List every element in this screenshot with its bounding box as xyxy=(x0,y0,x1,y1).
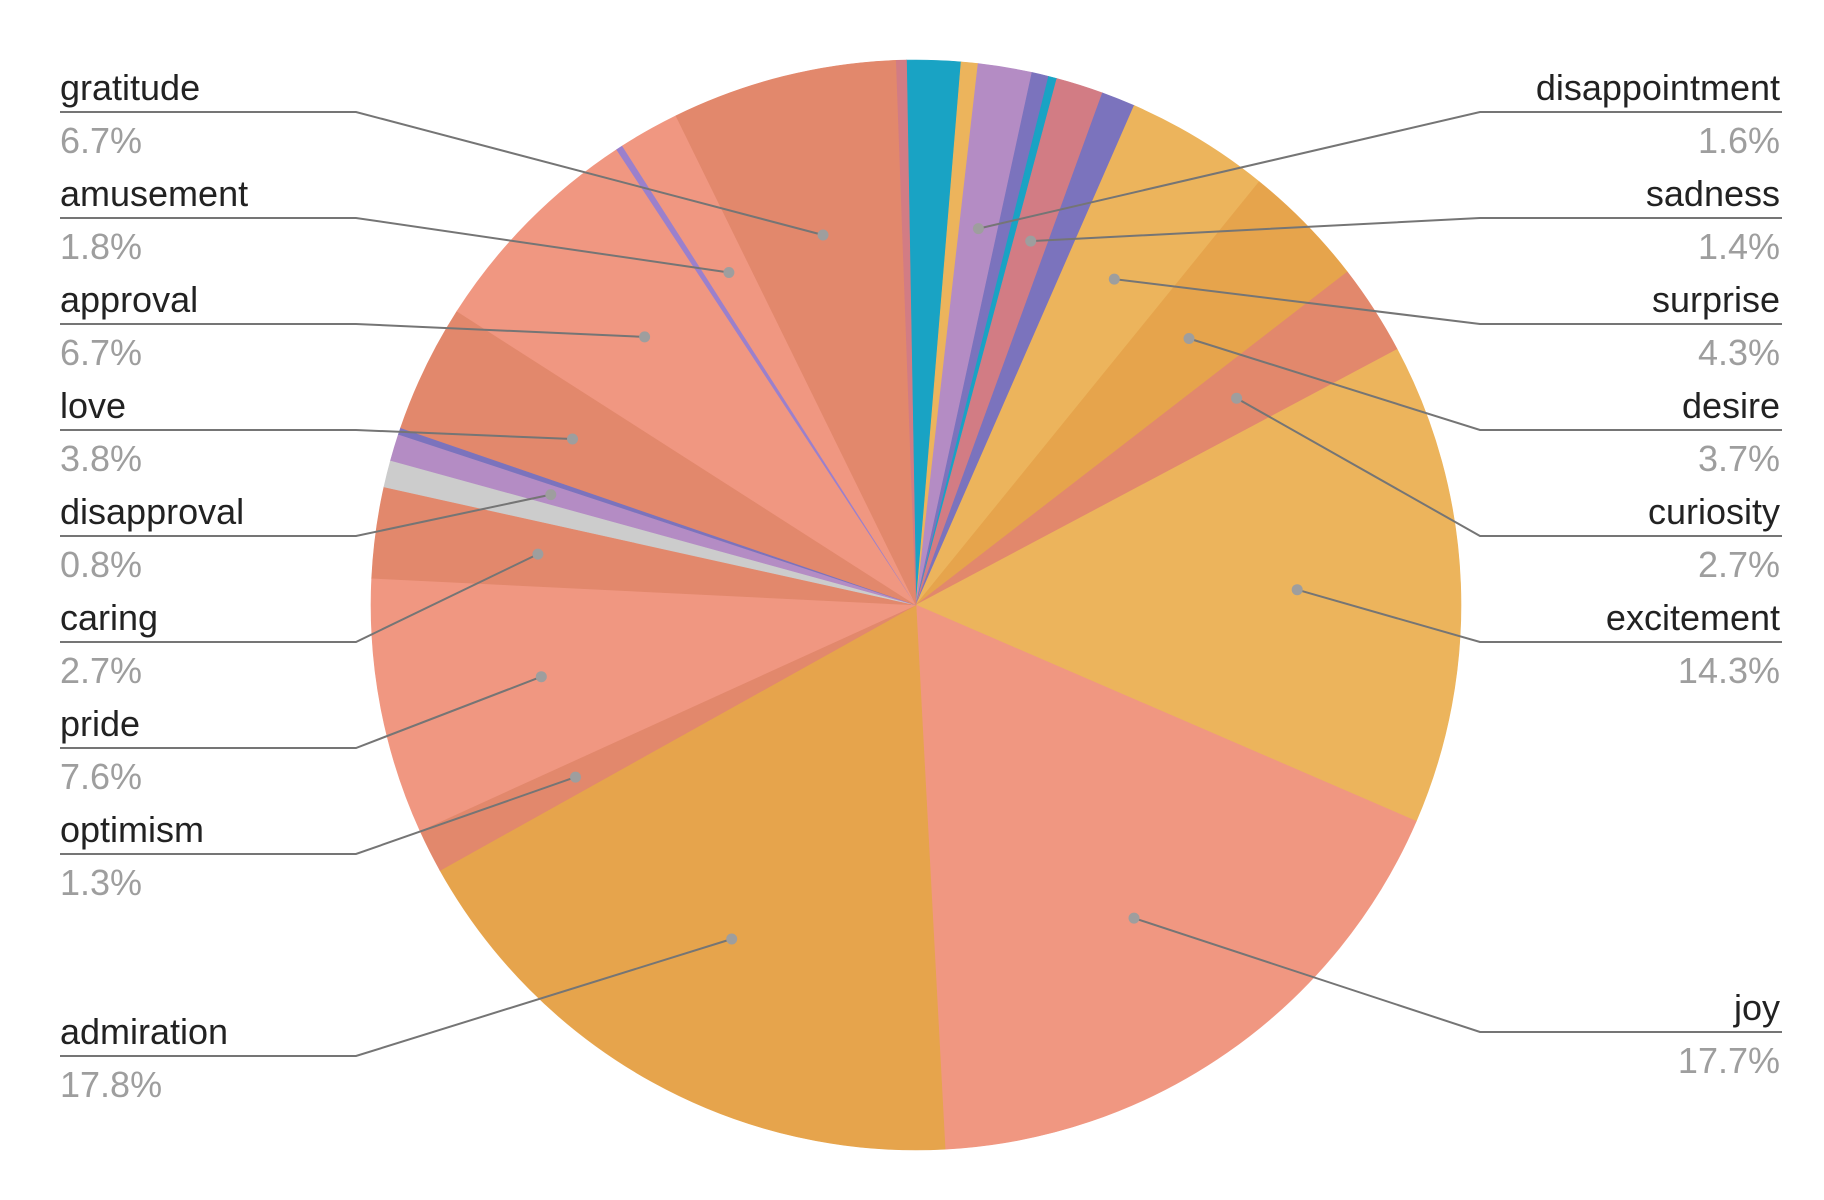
slice-percent-caring: 2.7% xyxy=(60,650,142,691)
leader-dot-optimism xyxy=(570,771,581,783)
slice-percent-curiosity: 2.7% xyxy=(1698,544,1780,585)
slice-percent-optimism: 1.3% xyxy=(60,862,142,903)
slice-label-excitement: excitement xyxy=(1606,597,1780,638)
slice-label-joy: joy xyxy=(1733,987,1780,1028)
pie-slice-24 xyxy=(895,59,917,606)
slice-percent-approval: 6.7% xyxy=(60,332,142,373)
slice-label-curiosity: curiosity xyxy=(1648,491,1780,532)
leader-line-joy xyxy=(1133,917,1782,1033)
slice-percent-amusement: 1.8% xyxy=(60,226,142,267)
pie-slice-admiration xyxy=(439,604,946,1151)
leader-line-gratitude xyxy=(60,111,824,236)
leader-dot-joy xyxy=(1128,912,1140,924)
leader-dot-pride xyxy=(535,671,547,683)
slice-label-optimism: optimism xyxy=(60,809,204,850)
leader-line-excitement xyxy=(1296,588,1782,643)
pie-slice-approval xyxy=(456,149,917,606)
slice-percent-gratitude: 6.7% xyxy=(60,120,142,161)
slice-percent-excitement: 14.3% xyxy=(1678,650,1780,691)
slice-label-admiration: admiration xyxy=(60,1011,228,1052)
slice-label-amusement: amusement xyxy=(60,173,248,214)
leader-line-surprise xyxy=(1114,278,1782,325)
slice-labels: disappointment 1.6% sadness 1.4% surprise 4.3… xyxy=(60,67,1782,1105)
slice-label-sadness: sadness xyxy=(1646,173,1780,214)
slice-percent-disappointment: 1.6% xyxy=(1698,120,1780,161)
slice-label-disappointment: disappointment xyxy=(1536,67,1780,108)
slice-percent-desire: 3.7% xyxy=(1698,438,1780,479)
leader-dot-caring xyxy=(532,548,544,560)
pie-slice-joy xyxy=(915,604,1417,1150)
leader-dot-gratitude xyxy=(817,229,829,241)
leader-line-admiration xyxy=(60,938,732,1057)
slice-percent-surprise: 4.3% xyxy=(1698,332,1780,373)
slice-percent-disapproval: 0.8% xyxy=(60,544,142,585)
leader-line-sadness xyxy=(1030,217,1782,243)
leader-dot-admiration xyxy=(726,933,738,945)
leader-line-disappointment xyxy=(978,111,1782,230)
pie-slice-excitement xyxy=(915,348,1462,822)
slice-percent-admiration: 17.8% xyxy=(60,1064,162,1105)
slice-label-desire: desire xyxy=(1682,385,1780,426)
leader-dot-disapproval xyxy=(545,489,557,501)
slice-label-disapproval: disapproval xyxy=(60,491,244,532)
leader-line-disapproval xyxy=(60,493,552,537)
pie-slices xyxy=(370,59,1462,1151)
slice-percent-sadness: 1.4% xyxy=(1698,226,1780,267)
leader-line-pride xyxy=(60,675,542,749)
slice-label-approval: approval xyxy=(60,279,198,320)
leader-dot-amusement xyxy=(723,267,735,278)
slice-percent-love: 3.8% xyxy=(60,438,142,479)
leader-dot-sadness xyxy=(1025,235,1037,247)
leader-dot-disappointment xyxy=(972,223,984,235)
leader-line-curiosity xyxy=(1236,397,1782,537)
leader-dot-love xyxy=(567,433,578,445)
pie-slice-pride xyxy=(370,577,917,832)
leader-dot-desire xyxy=(1183,333,1195,344)
leader-line-love xyxy=(60,429,573,440)
leader-line-desire xyxy=(1188,337,1782,431)
leader-dot-surprise xyxy=(1108,273,1120,285)
slice-label-love: love xyxy=(60,385,126,426)
leader-dot-approval xyxy=(639,331,651,343)
slice-label-caring: caring xyxy=(60,597,158,638)
leader-line-amusement xyxy=(60,217,730,274)
leader-dot-excitement xyxy=(1291,584,1303,596)
leader-line-optimism xyxy=(60,776,576,855)
slice-label-surprise: surprise xyxy=(1652,279,1780,320)
pie-slice-gratitude xyxy=(675,60,917,606)
slice-label-gratitude: gratitude xyxy=(60,67,200,108)
leader-line-caring xyxy=(60,553,539,643)
slice-label-pride: pride xyxy=(60,703,140,744)
leader-line-approval xyxy=(60,323,645,338)
leader-dot-curiosity xyxy=(1231,392,1243,404)
slice-percent-joy: 17.7% xyxy=(1678,1040,1780,1081)
slice-percent-pride: 7.6% xyxy=(60,756,142,797)
